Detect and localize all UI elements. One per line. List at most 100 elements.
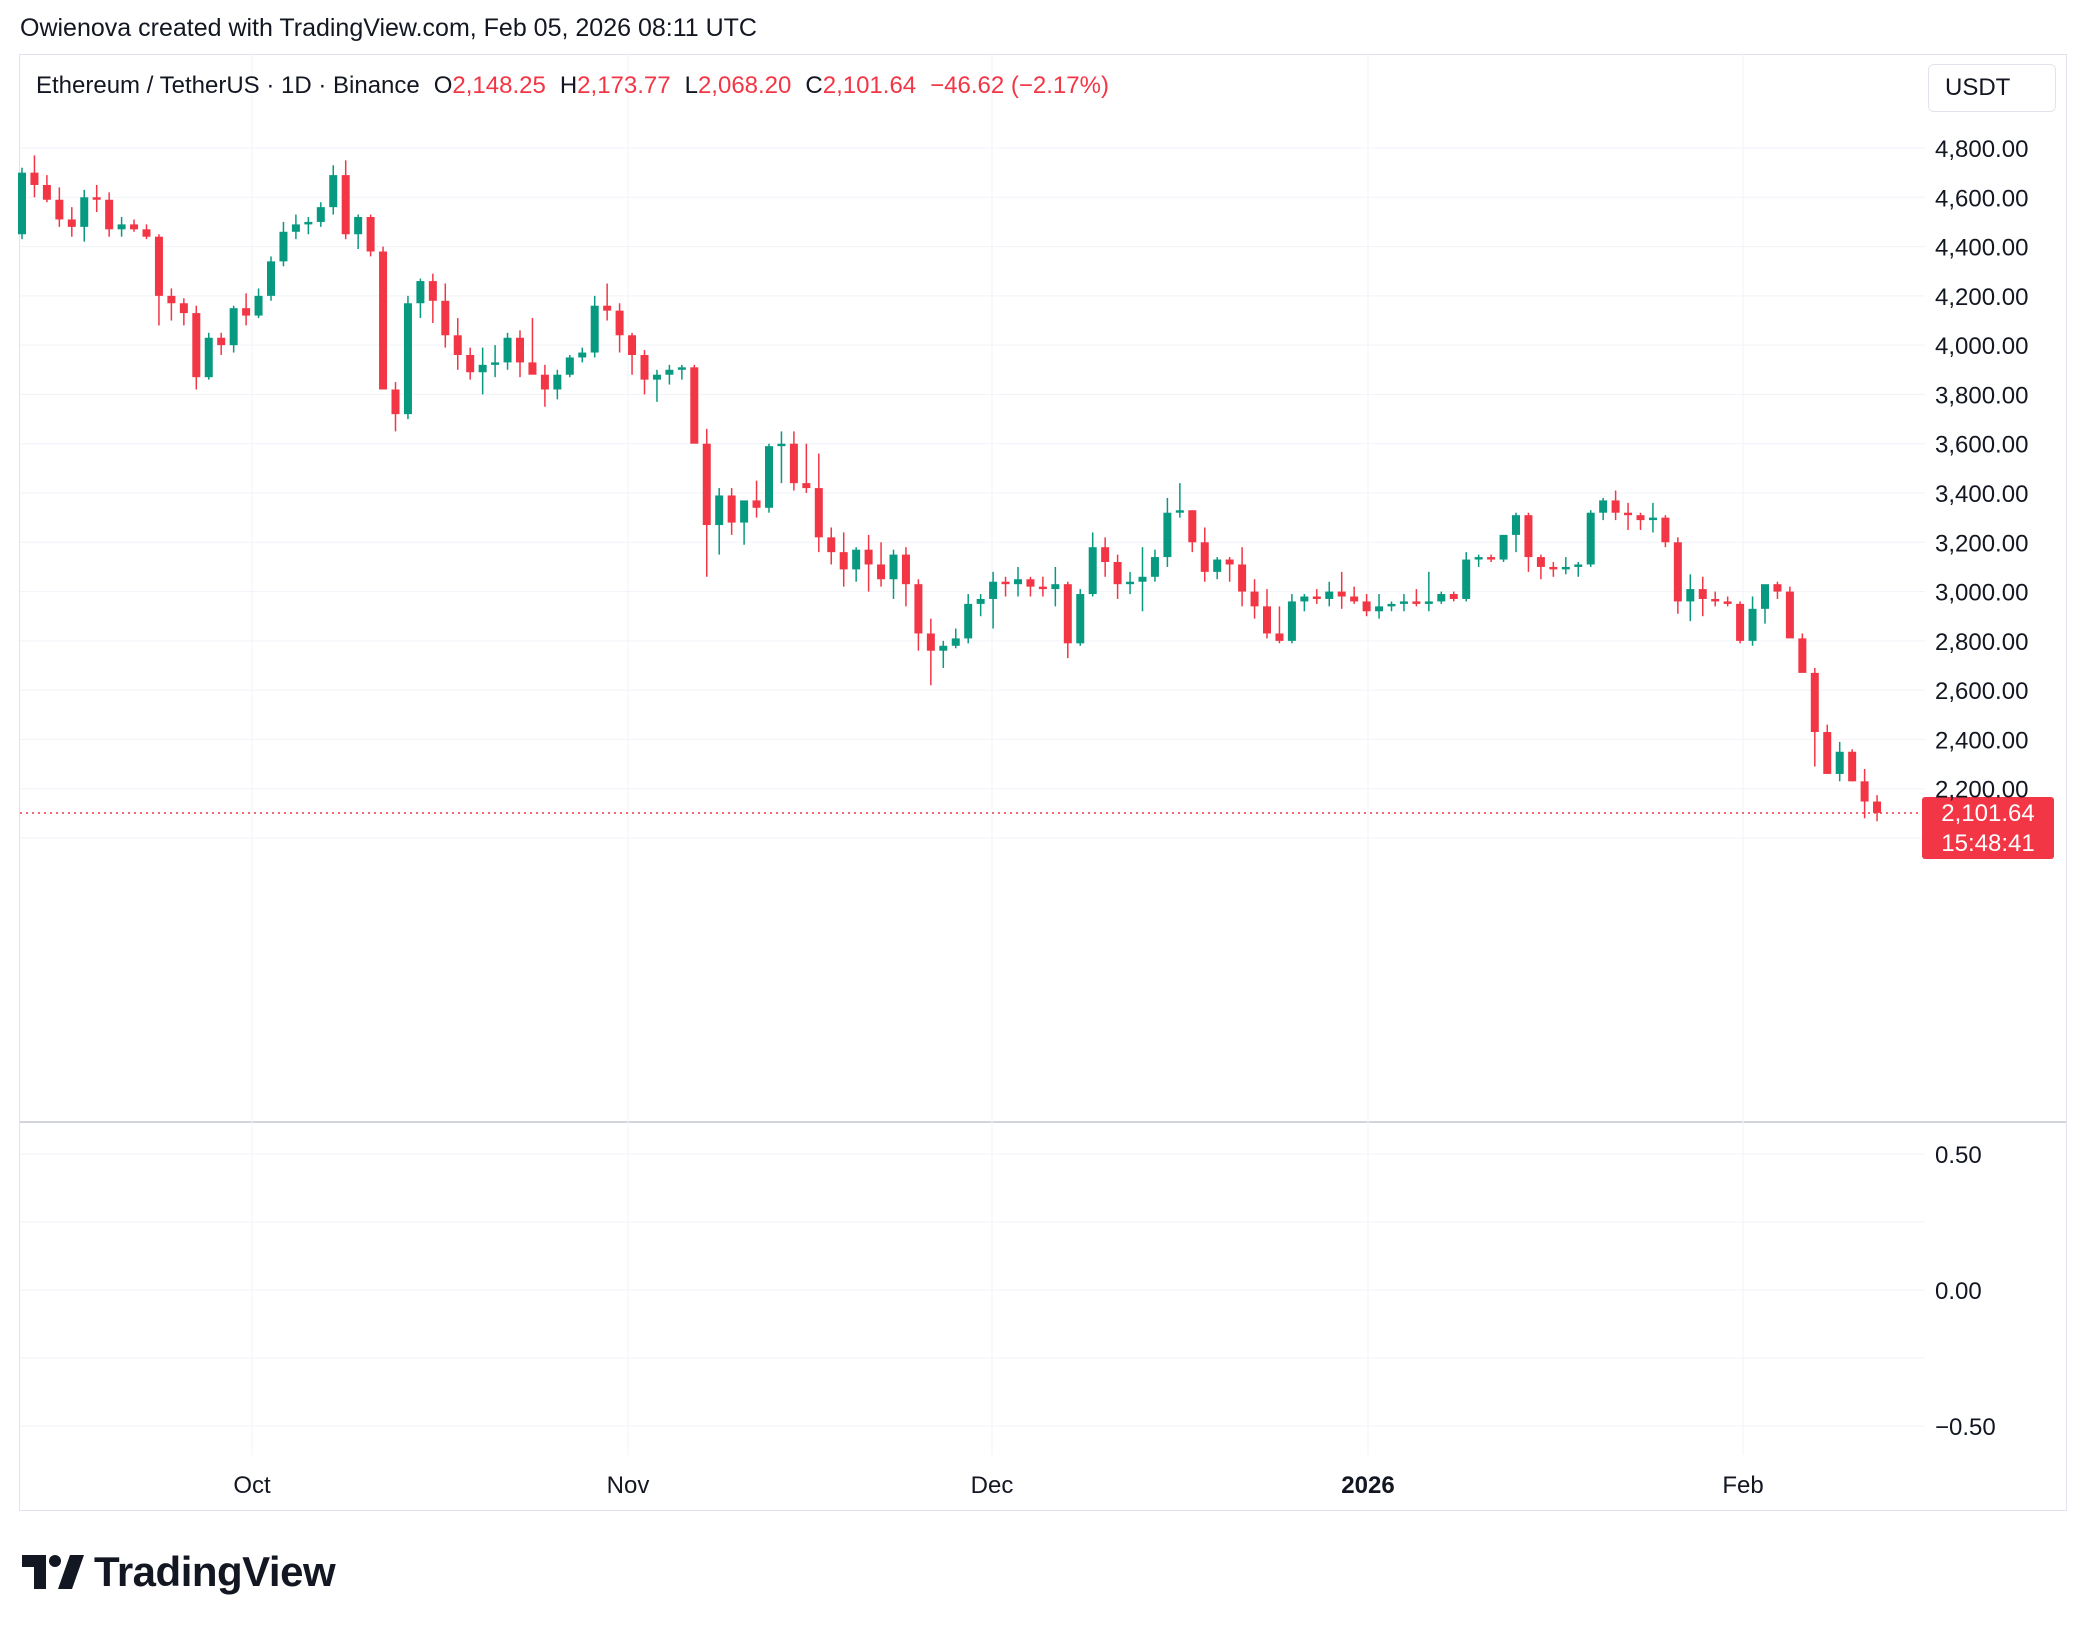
ohlc-legend: Ethereum / TetherUS · 1D · Binance O2,148… — [36, 72, 1123, 100]
candle-body — [1250, 591, 1259, 607]
candle-body — [1188, 510, 1197, 543]
price-axis-label: 4,000.00 — [1935, 333, 2028, 360]
candle-body — [229, 308, 238, 346]
candle-body — [864, 549, 873, 565]
price-axis-label: 4,200.00 — [1935, 284, 2028, 311]
currency-button[interactable]: USDT — [1928, 64, 2056, 112]
candle-body — [827, 537, 836, 553]
time-axis-label: Nov — [607, 1472, 650, 1499]
candle-body — [640, 355, 649, 380]
candle-body — [1312, 596, 1321, 599]
candle-body — [1163, 512, 1172, 558]
candle-body — [491, 362, 500, 365]
candle-body — [565, 357, 574, 375]
candle-body — [702, 443, 711, 526]
candle-body — [80, 197, 89, 227]
candle-body — [1263, 606, 1271, 634]
tradingview-logo[interactable]: TradingView — [22, 1548, 336, 1596]
tradingview-logo-icon — [22, 1555, 84, 1589]
candle-body — [478, 364, 487, 373]
candle-body — [926, 633, 935, 651]
candle-body — [366, 217, 375, 252]
candle-body — [603, 305, 612, 311]
candles — [18, 155, 1882, 822]
candle-body — [92, 197, 101, 200]
grid-lines — [20, 54, 2066, 1455]
candle-body — [1561, 566, 1570, 570]
candle-body — [130, 224, 139, 230]
candle-body — [989, 581, 998, 599]
candle-body — [1076, 594, 1085, 644]
candle-body — [42, 184, 51, 200]
candle-body — [765, 446, 773, 508]
candle-body — [1860, 781, 1869, 802]
candle-body — [1736, 603, 1745, 641]
candle-body — [1785, 591, 1794, 639]
candle-body — [752, 500, 761, 508]
candle-body — [802, 483, 811, 489]
time-axis-label: Feb — [1722, 1472, 1763, 1499]
candle-body — [1350, 596, 1359, 602]
candle-body — [192, 313, 201, 378]
candle-body — [1101, 547, 1110, 562]
candle-body — [1175, 510, 1184, 513]
candle-body — [528, 362, 537, 375]
candle-body — [304, 221, 313, 225]
candle-body — [1051, 584, 1060, 590]
candle-body — [628, 335, 637, 355]
candle-body — [316, 207, 325, 222]
candle-body — [1474, 557, 1483, 560]
price-axis-label: 2,200.00 — [1935, 777, 2028, 804]
candle-body — [1549, 566, 1558, 570]
price-axis-label: 2,600.00 — [1935, 678, 2028, 705]
candle-body — [1499, 534, 1508, 560]
candle-body — [1835, 751, 1844, 774]
candle-body — [416, 281, 425, 304]
candle-body — [1773, 584, 1782, 592]
candle-body — [379, 251, 388, 390]
price-axis-label: 3,800.00 — [1935, 382, 2028, 409]
time-axis-label: Dec — [971, 1472, 1014, 1499]
candle-body — [1698, 589, 1707, 599]
candle-body — [715, 495, 724, 526]
candle-body — [914, 584, 923, 634]
candle-body — [516, 337, 524, 363]
price-axis-label: 2,800.00 — [1935, 629, 2028, 656]
candle-body — [67, 219, 76, 227]
time-axis-label: 2026 — [1341, 1472, 1394, 1499]
candle-body — [1238, 564, 1247, 592]
symbol-title[interactable]: Ethereum / TetherUS · 1D · Binance — [36, 72, 420, 99]
candle-body — [1611, 500, 1620, 513]
candle-body — [1063, 584, 1072, 644]
candle-body — [1300, 596, 1309, 602]
candle-body — [453, 335, 462, 355]
candle-body — [901, 554, 910, 585]
candle-body — [242, 308, 251, 316]
open-value: 2,148.25 — [452, 72, 546, 99]
price-axis-label: 4,400.00 — [1935, 235, 2028, 262]
candle-body — [1449, 594, 1458, 599]
last-price-value: 2,101.64 — [1941, 800, 2034, 827]
candle-body — [1138, 576, 1147, 582]
candle-body — [55, 199, 64, 220]
candle-body — [976, 598, 985, 604]
candle-body — [839, 552, 848, 570]
candle-body — [690, 367, 699, 444]
candle-body — [1026, 579, 1035, 587]
indicator-axis-label: −0.50 — [1935, 1414, 1996, 1441]
price-axis-label: 3,000.00 — [1935, 580, 2028, 607]
chart-credit: Owienova created with TradingView.com, F… — [20, 14, 757, 42]
open-label: O — [433, 72, 453, 99]
candle-body — [964, 603, 973, 639]
candle-body — [1200, 542, 1209, 572]
indicator-axis-label: 0.00 — [1935, 1278, 1982, 1305]
candle-body — [30, 172, 39, 185]
candle-body — [1574, 564, 1583, 567]
candle-body — [951, 638, 960, 646]
price-axis-label: 3,600.00 — [1935, 432, 2028, 459]
candle-body — [652, 374, 661, 380]
candle-body — [1810, 672, 1819, 733]
candle-body — [403, 303, 412, 415]
candle-body — [142, 229, 151, 237]
